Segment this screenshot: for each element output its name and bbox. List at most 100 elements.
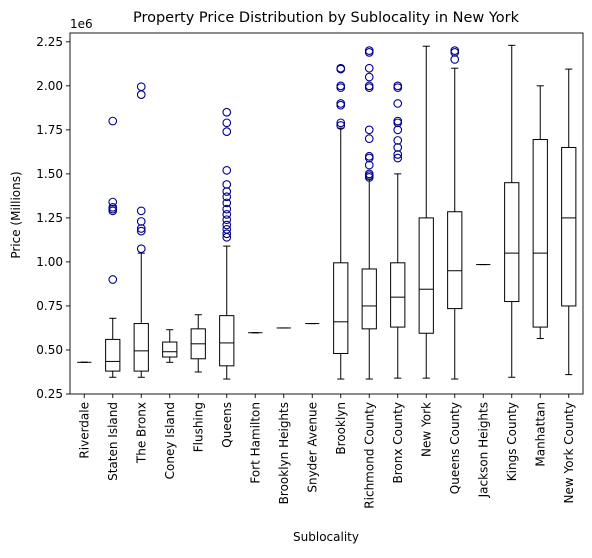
outlier-point xyxy=(336,99,346,108)
outlier-point xyxy=(393,116,403,126)
box xyxy=(361,268,377,330)
y-tick-label: 0.75 xyxy=(36,299,63,313)
outlier-point xyxy=(364,48,374,57)
outlier-point xyxy=(364,160,374,170)
outlier-point xyxy=(136,224,146,233)
outlier-point xyxy=(336,63,346,73)
outlier-point xyxy=(364,169,374,179)
box xyxy=(133,323,149,372)
x-tick-label: Kings County xyxy=(505,402,519,481)
outlier-point xyxy=(364,151,374,161)
outlier-point xyxy=(450,46,460,55)
outlier-point xyxy=(393,125,403,135)
outlier-point xyxy=(222,118,232,128)
outlier-point xyxy=(222,166,232,175)
outlier-point xyxy=(393,99,403,108)
outlier-point xyxy=(222,204,232,214)
outlier-point xyxy=(364,63,374,73)
y-tick-label: 2.25 xyxy=(36,35,63,49)
plot-area: Riverdale Staten Island The Bronx Coney Isl… xyxy=(36,32,584,509)
box xyxy=(447,211,463,310)
outlier-point xyxy=(222,180,232,189)
outlier-point xyxy=(336,81,346,91)
box xyxy=(418,217,434,334)
y-tick-label: 2.00 xyxy=(36,79,63,93)
outlier-point xyxy=(364,134,374,144)
outlier-point xyxy=(222,198,232,208)
chart-title: Property Price Distribution by Sublocali… xyxy=(133,10,520,26)
outlier-point xyxy=(450,48,460,57)
x-tick-label: Bronx County xyxy=(391,402,405,484)
outlier-point xyxy=(222,210,232,219)
x-tick-label: Riverdale xyxy=(77,402,91,459)
x-axis-label: Sublocality xyxy=(293,530,359,544)
outlier-point xyxy=(364,72,374,82)
x-tick-label: The Bronx xyxy=(134,402,148,464)
box xyxy=(219,315,235,367)
outlier-point xyxy=(336,100,346,110)
outlier-point xyxy=(136,244,146,254)
outlier-point xyxy=(222,220,232,230)
outlier-point xyxy=(108,116,118,126)
outlier-point xyxy=(364,153,374,163)
outlier-point xyxy=(108,202,118,212)
box xyxy=(105,338,121,372)
outlier-point xyxy=(136,90,146,99)
outlier-point xyxy=(393,143,403,152)
x-tick-label: Coney Island xyxy=(163,402,177,479)
outlier-point xyxy=(136,226,146,236)
x-tick-label: Richmond County xyxy=(362,402,376,509)
outlier-point xyxy=(108,197,118,207)
y-tick-label: 1.00 xyxy=(36,255,63,269)
outlier-point xyxy=(136,217,146,226)
box xyxy=(333,262,349,354)
x-tick-label: Brooklyn Heights xyxy=(277,402,291,504)
y-tick-label: 1.50 xyxy=(36,167,63,181)
y-tick-label: 1.75 xyxy=(36,123,63,137)
y-axis-label: Price (Millions) xyxy=(9,171,23,258)
outlier-point xyxy=(222,127,232,136)
x-tick-label: New York xyxy=(419,402,433,457)
outlier-point xyxy=(364,81,374,91)
outlier-point xyxy=(222,107,232,117)
box xyxy=(504,182,520,303)
x-tick-label: New York County xyxy=(562,402,576,504)
outlier-point xyxy=(136,82,146,92)
box xyxy=(561,146,577,307)
outlier-point xyxy=(393,153,403,163)
box xyxy=(532,139,548,328)
y-tick-label: 1.25 xyxy=(36,211,63,225)
x-tick-label: Queens xyxy=(220,402,234,448)
box xyxy=(390,262,406,328)
x-tick-label: Jackson Heights xyxy=(476,402,490,498)
y-tick-label: 0.50 xyxy=(36,343,63,357)
outlier-point xyxy=(364,171,374,180)
x-tick-label: Snyder Avenue xyxy=(305,402,319,493)
x-tick-label: Fort Hamilton xyxy=(248,402,262,484)
outlier-point xyxy=(108,204,118,214)
outlier-point xyxy=(222,224,232,234)
outlier-point xyxy=(336,83,346,92)
outlier-point xyxy=(136,206,146,216)
outlier-point xyxy=(222,192,232,202)
outlier-point xyxy=(364,46,374,55)
outlier-point xyxy=(364,125,374,135)
outlier-point xyxy=(364,83,374,92)
outlier-point xyxy=(108,275,118,284)
outlier-point xyxy=(450,55,460,64)
outlier-point xyxy=(222,215,232,225)
outlier-point xyxy=(222,187,232,196)
x-tick-label: Staten Island xyxy=(106,402,120,481)
x-tick-label: Queens County xyxy=(448,402,462,494)
plot-frame xyxy=(69,32,584,395)
outlier-point xyxy=(393,118,403,128)
outlier-point xyxy=(222,229,232,239)
y-tick-label: 0.25 xyxy=(36,387,63,401)
outlier-point xyxy=(393,81,403,91)
x-tick-label: Manhattan xyxy=(533,402,547,467)
x-tick-label: Flushing xyxy=(191,402,205,452)
x-tick-label: Brooklyn xyxy=(334,402,348,455)
outlier-point xyxy=(393,136,403,145)
